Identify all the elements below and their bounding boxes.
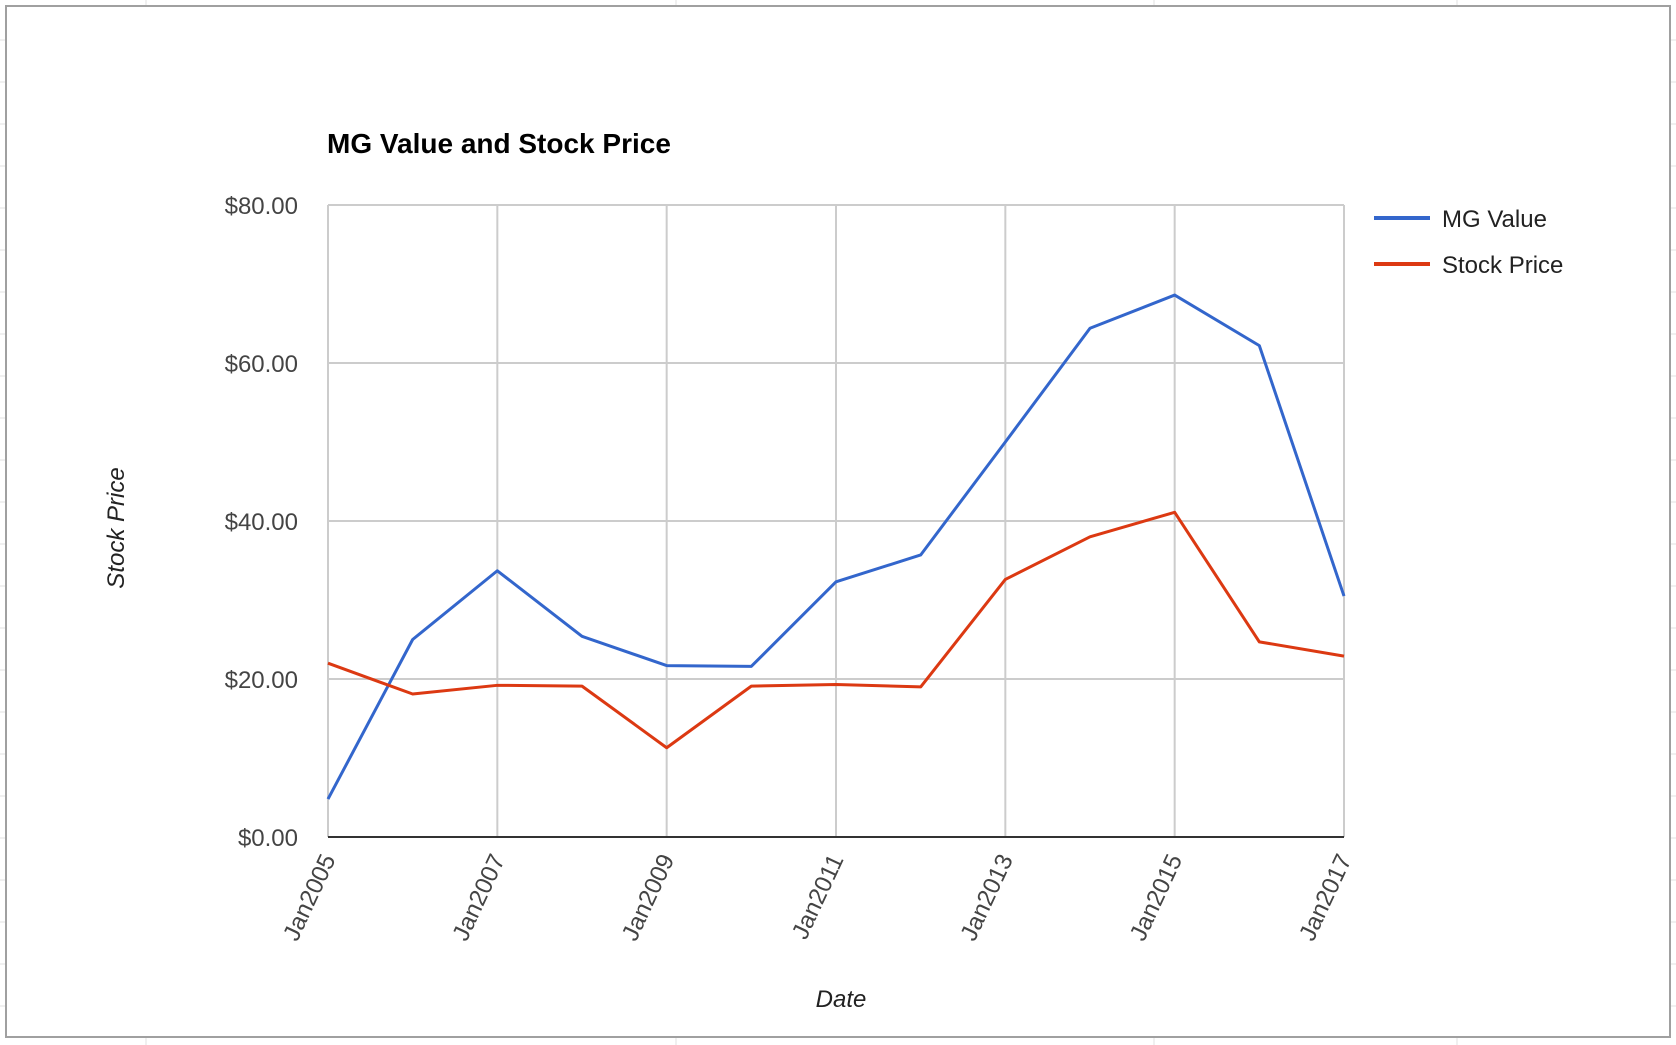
line-chart: MG Value and Stock Price $0.00 $20.00 $40.… bbox=[103, 128, 1563, 1013]
chart-container[interactable]: MG Value and Stock Price $0.00 $20.00 $40.… bbox=[5, 5, 1671, 1038]
legend: MG Value Stock Price bbox=[1374, 206, 1563, 279]
gridlines bbox=[327, 204, 1345, 838]
x-tick-label: Jan2013 bbox=[955, 850, 1018, 945]
series-lines bbox=[326, 293, 1346, 800]
x-tick-label: Jan2015 bbox=[1125, 850, 1188, 945]
x-axis-ticks: Jan2005 Jan2007 Jan2009 Jan2011 Jan2013 Jan20… bbox=[278, 850, 1357, 945]
y-axis-label: Stock Price bbox=[103, 467, 130, 588]
x-axis-label: Date bbox=[816, 986, 867, 1013]
x-tick-label: Jan2009 bbox=[617, 850, 680, 945]
x-tick-label: Jan2011 bbox=[787, 850, 850, 943]
x-tick-label: Jan2007 bbox=[447, 850, 510, 945]
y-axis-ticks: $0.00 $20.00 $40.00 $60.00 $80.00 bbox=[225, 193, 298, 852]
y-tick-label: $60.00 bbox=[225, 351, 298, 378]
x-tick-label: Jan2005 bbox=[278, 850, 341, 945]
legend-label[interactable]: Stock Price bbox=[1442, 252, 1563, 279]
y-tick-label: $40.00 bbox=[225, 509, 298, 536]
series-line-mg-value[interactable] bbox=[326, 293, 1346, 800]
y-tick-label: $0.00 bbox=[238, 825, 298, 852]
y-tick-label: $80.00 bbox=[225, 193, 298, 220]
chart-title: MG Value and Stock Price bbox=[327, 128, 671, 159]
legend-label[interactable]: MG Value bbox=[1442, 206, 1547, 233]
y-tick-label: $20.00 bbox=[225, 667, 298, 694]
x-tick-label: Jan2017 bbox=[1294, 850, 1357, 945]
series-line-stock-price[interactable] bbox=[327, 510, 1345, 750]
